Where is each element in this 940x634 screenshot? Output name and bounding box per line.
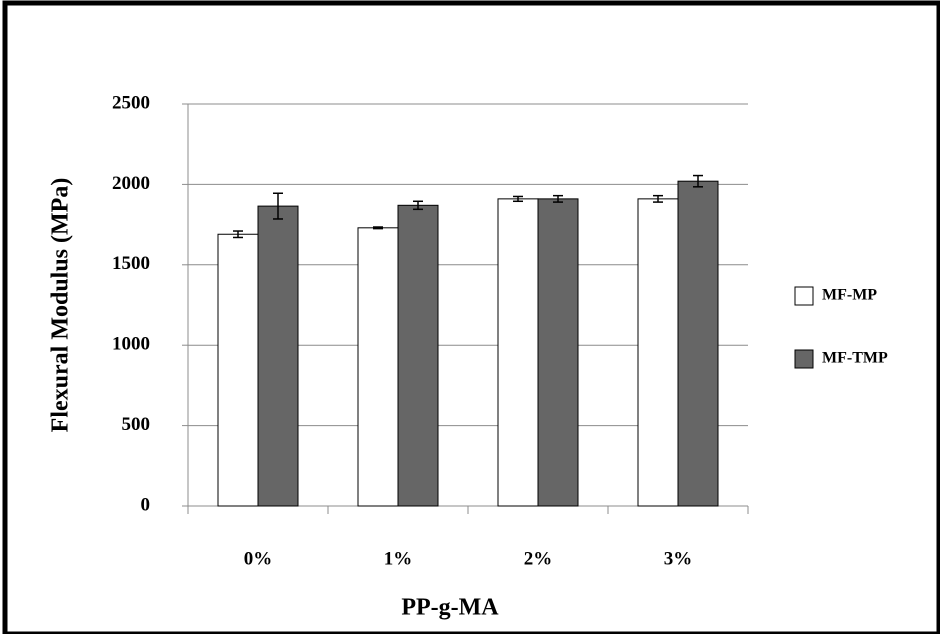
- error-bar: [273, 192, 283, 220]
- bar: [397, 204, 439, 507]
- y-tick-label: 1500: [112, 253, 150, 274]
- legend-swatch: [794, 349, 814, 369]
- bar: [637, 198, 679, 507]
- bar: [357, 227, 399, 507]
- bar: [497, 198, 539, 507]
- x-tick-label: 2%: [524, 548, 553, 569]
- x-tick-label: 1%: [384, 548, 413, 569]
- bar: [257, 205, 299, 507]
- error-bar: [553, 194, 563, 203]
- error-bar: [413, 200, 423, 211]
- error-bar: [513, 195, 523, 203]
- y-tick-label: 2000: [112, 173, 150, 194]
- y-tick-label: 2500: [112, 92, 150, 113]
- error-bar: [373, 226, 383, 230]
- error-bar: [233, 230, 243, 239]
- bar: [677, 180, 719, 507]
- x-tick-label: 3%: [664, 548, 693, 569]
- x-axis-title: PP-g-MA: [401, 595, 499, 621]
- bar: [217, 233, 259, 507]
- error-bar: [693, 174, 703, 188]
- error-bar: [653, 194, 663, 203]
- legend-swatch: [794, 286, 814, 306]
- legend-label: MF-TMP: [822, 350, 888, 367]
- y-axis-title: Flexural Modulus (MPa): [48, 178, 74, 433]
- y-tick-label: 1000: [112, 334, 150, 355]
- y-tick-label: 0: [141, 494, 151, 515]
- y-tick-label: 500: [122, 414, 151, 435]
- bar: [537, 198, 579, 507]
- legend-label: MF-MP: [822, 287, 877, 304]
- x-tick-label: 0%: [244, 548, 273, 569]
